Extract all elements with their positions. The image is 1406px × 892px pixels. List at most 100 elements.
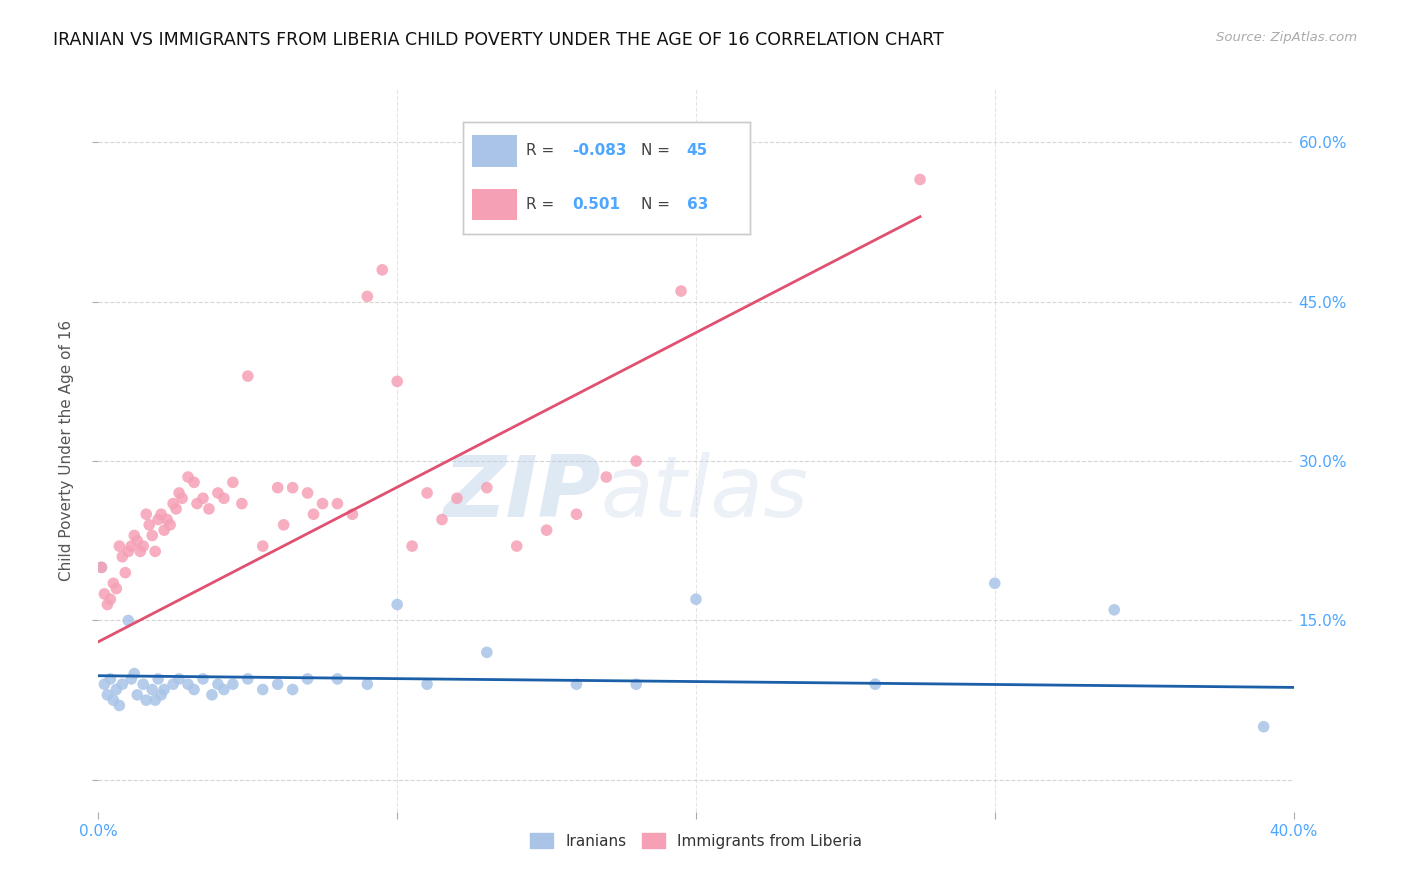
Point <box>167 486 190 500</box>
Point <box>177 470 200 484</box>
Point <box>111 677 134 691</box>
Point <box>96 598 118 612</box>
Point <box>252 682 274 697</box>
Y-axis label: Child Poverty Under the Age of 16: Child Poverty Under the Age of 16 <box>59 320 75 581</box>
Point <box>98 672 122 686</box>
Point <box>108 698 131 713</box>
Legend: Iranians, Immigrants from Liberia: Iranians, Immigrants from Liberia <box>524 827 868 855</box>
Point <box>401 539 423 553</box>
Point <box>1253 720 1275 734</box>
Point <box>236 672 259 686</box>
Point <box>167 672 190 686</box>
Point <box>865 677 887 691</box>
Point <box>416 486 439 500</box>
Point <box>385 598 409 612</box>
Point <box>984 576 1007 591</box>
Point <box>150 507 173 521</box>
Point <box>326 497 349 511</box>
Point <box>231 497 253 511</box>
Point <box>191 672 214 686</box>
Point <box>111 549 134 564</box>
Point <box>183 475 205 490</box>
Point <box>252 539 274 553</box>
Point <box>714 215 737 229</box>
Point <box>371 263 394 277</box>
Point <box>105 682 128 697</box>
Point <box>222 475 245 490</box>
Point <box>90 560 112 574</box>
Point <box>103 693 125 707</box>
Point <box>103 576 125 591</box>
Point <box>201 688 224 702</box>
Text: Source: ZipAtlas.com: Source: ZipAtlas.com <box>1216 31 1357 45</box>
Text: ZIP: ZIP <box>443 452 600 535</box>
Point <box>143 693 166 707</box>
Point <box>297 486 319 500</box>
Point <box>385 375 409 389</box>
Point <box>98 592 122 607</box>
Point <box>105 582 128 596</box>
Point <box>162 497 184 511</box>
Point <box>132 677 155 691</box>
Point <box>281 682 304 697</box>
Point <box>222 677 245 691</box>
Point <box>156 512 179 526</box>
Point <box>475 645 498 659</box>
Point <box>626 454 648 468</box>
Point <box>127 688 149 702</box>
Point <box>446 491 468 506</box>
Point <box>297 672 319 686</box>
Point <box>326 672 349 686</box>
Point <box>148 672 170 686</box>
Point <box>177 677 200 691</box>
Point <box>138 517 160 532</box>
Point <box>626 677 648 691</box>
Text: atlas: atlas <box>600 452 808 535</box>
Point <box>595 470 617 484</box>
Point <box>267 677 290 691</box>
Point <box>141 682 163 697</box>
Point <box>132 539 155 553</box>
Text: IRANIAN VS IMMIGRANTS FROM LIBERIA CHILD POVERTY UNDER THE AGE OF 16 CORRELATION: IRANIAN VS IMMIGRANTS FROM LIBERIA CHILD… <box>53 31 945 49</box>
Point <box>565 677 588 691</box>
Point <box>207 677 229 691</box>
Point <box>1104 603 1126 617</box>
Point <box>162 677 184 691</box>
Point <box>273 517 295 532</box>
Point <box>342 507 364 521</box>
Point <box>198 502 221 516</box>
Point <box>430 512 453 526</box>
Point <box>120 672 142 686</box>
Point <box>186 497 208 511</box>
Point <box>212 491 235 506</box>
Point <box>506 539 529 553</box>
Point <box>356 677 378 691</box>
Point <box>148 512 170 526</box>
Point <box>93 587 115 601</box>
Point <box>212 682 235 697</box>
Point <box>93 677 115 691</box>
Point <box>135 507 157 521</box>
Point <box>302 507 325 521</box>
Point <box>96 688 118 702</box>
Point <box>669 284 692 298</box>
Point <box>183 682 205 697</box>
Point <box>311 497 333 511</box>
Point <box>236 369 259 384</box>
Point <box>153 682 176 697</box>
Point <box>141 528 163 542</box>
Point <box>172 491 194 506</box>
Point <box>127 533 149 548</box>
Point <box>356 289 378 303</box>
Point <box>90 560 112 574</box>
Point <box>416 677 439 691</box>
Point <box>685 592 707 607</box>
Point <box>150 688 173 702</box>
Point <box>135 693 157 707</box>
Point <box>207 486 229 500</box>
Point <box>153 523 176 537</box>
Point <box>281 481 304 495</box>
Point <box>117 544 139 558</box>
Point <box>117 614 139 628</box>
Point <box>143 544 166 558</box>
